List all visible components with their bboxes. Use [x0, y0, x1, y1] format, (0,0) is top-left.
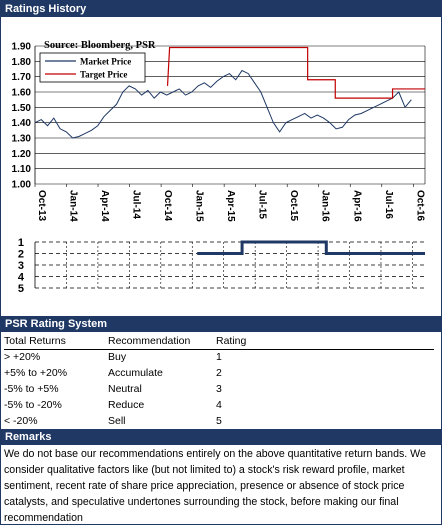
y-tick-label: 1.90 [12, 42, 32, 53]
y-tick-label: 1.00 [12, 180, 32, 191]
x-tick-label: Oct-15 [288, 190, 299, 222]
header-recommendation: Recommendation [108, 333, 216, 350]
rating-tick-label: 3 [18, 260, 24, 272]
legend-label: Target Price [80, 70, 127, 80]
total-returns-cell: +5% to +20% [4, 367, 68, 379]
price-chart: 1.90 1.80 1.70 1.60 1.50 1.40 1.30 1.20 1.10 1.00… [12, 40, 426, 222]
rating-cell: 3 [216, 383, 222, 395]
x-tick-label: Apr-15 [225, 190, 236, 222]
x-tick-label: Apr-14 [99, 190, 110, 222]
x-tick-label: Oct-13 [36, 190, 47, 222]
total-returns-cell: -5% to -20% [4, 399, 62, 411]
x-tick-label: Jan-14 [68, 190, 79, 222]
recommendation-cell: Sell [108, 415, 126, 427]
remarks-text: We do not base our recommendations entir… [4, 448, 426, 524]
y-tick-label: 1.30 [12, 134, 32, 145]
recommendation-cell: Reduce [108, 399, 145, 411]
table-row: > +20% Buy 1 [4, 349, 434, 365]
y-tick-label: 1.70 [12, 72, 32, 83]
x-tick-label: Jul-14 [131, 190, 142, 219]
recommendation-cell: Accumulate [108, 367, 163, 379]
target-price-line [166, 46, 425, 99]
x-tick-label: Jul-16 [383, 190, 394, 219]
remarks-header: Remarks [1, 429, 441, 445]
y-tick-label: 1.10 [12, 164, 32, 175]
x-tick-label: Apr-16 [351, 190, 362, 222]
psr-rating-system-header: PSR Rating System [1, 316, 441, 332]
rating-cell: 4 [216, 399, 222, 411]
y-tick-label: 1.20 [12, 149, 32, 160]
rating-tick-label: 2 [18, 249, 24, 261]
y-tick-label: 1.60 [12, 88, 32, 99]
table-row: < -20% Sell 5 [4, 413, 434, 429]
recommendation-cell: Neutral [108, 383, 142, 395]
table-row: -5% to -20% Reduce 4 [4, 397, 434, 413]
ratings-history-header: Ratings History [1, 1, 441, 17]
y-tick-label: 1.50 [12, 103, 32, 114]
legend-label: Market Price [80, 57, 131, 67]
rating-tick-label: 1 [18, 237, 24, 249]
header-total-returns: Total Returns [4, 333, 108, 350]
x-tick-label: Jan-15 [194, 190, 205, 222]
x-tick-label: Oct-16 [414, 190, 425, 222]
x-tick-label: Jul-15 [257, 190, 268, 219]
table-row: +5% to +20% Accumulate 2 [4, 365, 434, 381]
psr-rating-table: Total Returns Recommendation Rating > +2… [4, 333, 434, 429]
rating-tick-label: 5 [18, 283, 24, 295]
recommendation-cell: Buy [108, 351, 127, 364]
header-rating: Rating [216, 333, 434, 350]
rating-cell: 5 [216, 415, 222, 427]
rating-cell: 1 [216, 351, 222, 364]
total-returns-cell: -5% to +5% [4, 383, 59, 395]
total-returns-cell: < -20% [4, 415, 38, 427]
rating-line [197, 240, 425, 255]
table-row: -5% to +5% Neutral 3 [4, 381, 434, 397]
table-header-row: Total Returns Recommendation Rating [4, 333, 434, 350]
legend-box [39, 52, 146, 83]
x-tick-label: Jan-16 [320, 190, 331, 222]
y-tick-label: 1.40 [12, 118, 32, 129]
x-tick-label: Oct-14 [162, 190, 173, 222]
rating-cell: 2 [216, 367, 222, 379]
source-annotation: Source: Bloomberg, PSR [44, 40, 156, 51]
market-price-line [34, 69, 412, 139]
rating-tick-label: 4 [18, 272, 25, 284]
total-returns-cell: > +20% [4, 351, 41, 364]
y-tick-label: 1.80 [12, 57, 32, 68]
